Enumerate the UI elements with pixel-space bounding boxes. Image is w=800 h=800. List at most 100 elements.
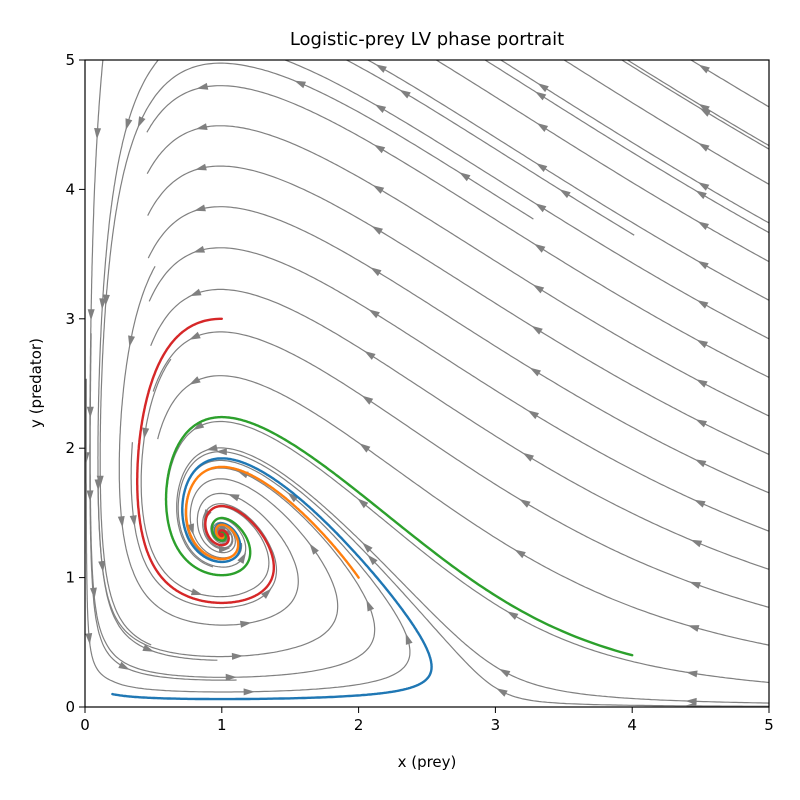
streamline-arrow (519, 499, 531, 508)
streamline-arrow (697, 260, 709, 270)
y-tick-label: 2 (65, 439, 75, 457)
streamline (626, 60, 769, 147)
streamline (563, 60, 769, 185)
streamline-arrow (374, 104, 387, 113)
streamline (97, 60, 218, 661)
streamline-arrow (359, 443, 371, 453)
streamline-arrow (117, 516, 125, 528)
streamline-arrow (361, 395, 374, 405)
streamline-arrow (696, 339, 708, 349)
streamline-arrow (85, 633, 93, 645)
streamline-arrow (536, 123, 549, 132)
streamline-arrow (459, 172, 471, 182)
streamline-arrow (129, 515, 137, 527)
streamline-arrow (87, 309, 95, 321)
streamline-arrow (372, 185, 385, 194)
streamline-arrow (687, 625, 700, 632)
x-tick-label: 4 (627, 716, 637, 734)
streamline-arrow (218, 545, 231, 553)
streamline-arrow (142, 427, 150, 440)
streamline-arrow (196, 82, 209, 90)
streamline (146, 125, 769, 417)
streamline-arrow (498, 668, 511, 678)
streamline-arrow (190, 588, 203, 596)
streamline-arrow (309, 543, 319, 555)
streamline-arrow (375, 64, 387, 73)
streamline-arrow (373, 144, 386, 154)
streamline-arrow (527, 410, 539, 420)
streamline-arrow (118, 661, 130, 670)
streamline-arrow (94, 128, 102, 140)
y-axis-label: y (predator) (27, 338, 45, 428)
trajectory-4 (136, 317, 275, 605)
x-axis-label: x (prey) (398, 753, 457, 771)
streamline-arrow (699, 108, 711, 117)
streamline-arrow (697, 182, 710, 191)
streamline-arrow (215, 448, 227, 456)
streamline-arrow (128, 335, 135, 347)
streamline (176, 447, 769, 704)
x-tick-label: 5 (764, 716, 774, 734)
streamline (147, 165, 769, 456)
streamline-arrow (195, 163, 207, 171)
streamline-arrow (694, 459, 707, 468)
plot-frame (84, 59, 770, 708)
streamline-arrow (536, 163, 548, 172)
streamline (620, 60, 769, 150)
streamline (166, 420, 769, 684)
streamline-arrow (370, 267, 382, 277)
streamline-arrow (695, 190, 707, 200)
streamline-arrow (231, 652, 244, 660)
streamline (177, 450, 769, 707)
streamline-arrow (85, 452, 90, 464)
streamline-arrow (698, 142, 710, 152)
streamline (157, 375, 769, 646)
streamline-arrow (237, 552, 247, 564)
streamline (345, 60, 635, 236)
streamline-arrow (194, 204, 206, 212)
streamline-arrow (243, 688, 255, 696)
streamline-arrow (371, 226, 383, 235)
streamline-arrow (698, 64, 710, 74)
streamline-arrow (697, 221, 709, 230)
streamline-arrow (90, 587, 97, 599)
streamline-arrow (686, 670, 698, 678)
streamline-arrow (357, 498, 369, 509)
trajectory-layer (111, 317, 634, 701)
streamline (147, 206, 769, 494)
y-tick-label: 5 (65, 51, 75, 69)
streamline (85, 378, 411, 693)
streamline-arrow (690, 539, 703, 548)
streamline-arrow (535, 91, 547, 101)
streamline-arrow (535, 203, 547, 213)
streamline-arrow (685, 702, 697, 707)
chart-title: Logistic-prey LV phase portrait (290, 29, 564, 50)
streamline-arrow (192, 421, 205, 431)
streamline-arrow (195, 123, 208, 130)
y-tick-label: 1 (65, 569, 75, 587)
streamline (89, 333, 376, 678)
streamline-arrow (189, 376, 201, 385)
streamline-arrow (362, 542, 373, 553)
streamline (150, 288, 769, 571)
streamline-arrow (189, 288, 202, 297)
streamline-arrow (94, 479, 102, 491)
streamline-arrow (142, 644, 155, 652)
y-tick-label: 0 (65, 698, 75, 716)
streamline-arrow (227, 494, 240, 502)
x-axis: 0 1 2 3 4 5 (80, 707, 774, 734)
streamline-arrow (240, 620, 252, 628)
streamline (99, 62, 534, 646)
x-tick-label: 3 (491, 716, 501, 734)
streamline-arrow (364, 351, 376, 360)
streamline (689, 60, 769, 108)
streamline-arrow (366, 599, 375, 612)
y-axis: 0 1 2 3 4 5 (65, 51, 85, 716)
streamline (146, 85, 769, 379)
streamline (283, 60, 769, 340)
streamline-arrow (261, 588, 272, 599)
streamline-arrow (696, 379, 708, 388)
streamline-arrow (103, 294, 110, 306)
streamline-arrow (98, 560, 106, 573)
